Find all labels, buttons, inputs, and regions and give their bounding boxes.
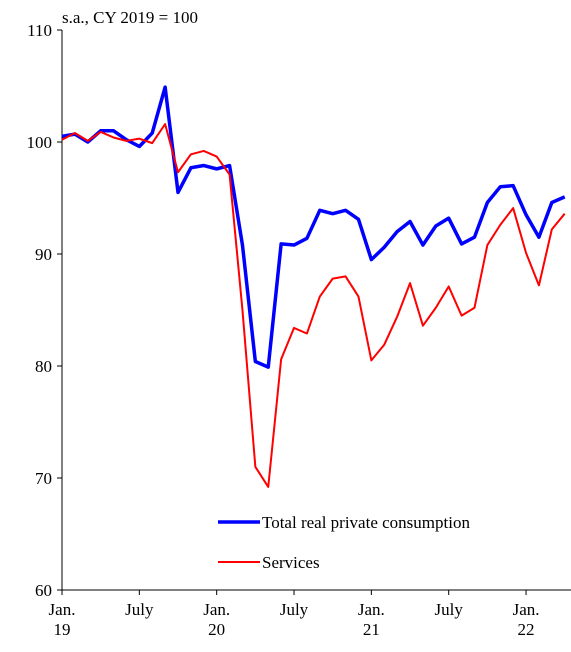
x-tick-label: Jan. 22: [513, 600, 540, 639]
legend-label: Total real private consumption: [262, 513, 470, 532]
series-line: [61, 123, 566, 488]
x-tick-label: Jan. 20: [203, 600, 230, 639]
y-tick-label: 60: [35, 581, 52, 600]
x-tick-label: Jan. 21: [358, 600, 385, 639]
y-tick-label: 110: [27, 21, 52, 40]
x-tick-label: Jan. 19: [49, 600, 76, 639]
y-tick-label: 80: [35, 357, 52, 376]
y-tick-label: 100: [27, 133, 53, 152]
x-tick-label: July: [280, 600, 309, 619]
y-tick-label: 90: [35, 245, 52, 264]
chart-subtitle: s.a., CY 2019 = 100: [62, 8, 198, 27]
y-tick-label: 70: [35, 469, 52, 488]
series-line: [61, 85, 566, 369]
legend-label: Services: [262, 553, 320, 572]
x-tick-label: July: [125, 600, 154, 619]
x-tick-label: July: [435, 600, 464, 619]
